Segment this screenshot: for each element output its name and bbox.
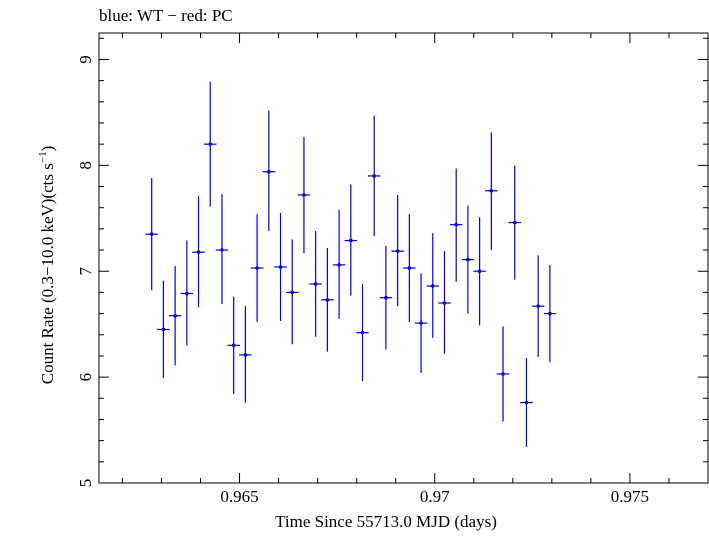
y-tick-label: 6 (76, 373, 95, 382)
x-tick-label: 0.975 (611, 487, 649, 506)
data-point (204, 81, 217, 207)
data-point (485, 132, 498, 251)
point-marker (231, 343, 236, 348)
y-tick-label: 7 (76, 266, 95, 275)
data-point (520, 358, 533, 447)
y-tick-label: 9 (76, 55, 95, 64)
point-marker (267, 169, 271, 174)
data-point (403, 214, 416, 323)
point-marker (325, 298, 330, 302)
data-point (332, 209, 346, 319)
data-point (297, 136, 311, 254)
data-point (344, 184, 358, 296)
data-point (508, 165, 522, 280)
point-marker (149, 232, 154, 236)
point-marker (466, 257, 470, 262)
point-marker (196, 250, 201, 254)
point-marker (185, 291, 189, 296)
data-point (239, 306, 252, 403)
point-marker (290, 290, 295, 295)
data-point (496, 326, 510, 422)
point-marker (161, 327, 166, 332)
point-marker (372, 174, 377, 178)
point-marker (477, 269, 482, 274)
data-point (309, 231, 322, 337)
y-axis: 5 6 7 8 9 (76, 37, 708, 488)
point-marker (313, 282, 318, 286)
point-marker (501, 372, 505, 376)
point-marker (384, 295, 388, 300)
data-point (180, 240, 194, 346)
point-marker (243, 353, 248, 357)
data-point (250, 214, 264, 323)
y-axis-label-close: ) (38, 146, 57, 152)
data-point (285, 239, 299, 345)
data-point (391, 195, 404, 307)
data-point (215, 193, 229, 305)
point-marker (407, 266, 412, 270)
data-point (262, 110, 276, 231)
point-marker (220, 248, 224, 252)
point-marker (208, 142, 213, 146)
series-wt (145, 81, 557, 447)
x-tick-label: 0.97 (420, 487, 450, 506)
point-marker (173, 313, 177, 318)
x-tick-label: 0.965 (220, 487, 258, 506)
point-marker (337, 263, 341, 267)
point-marker (454, 222, 459, 227)
point-marker (512, 220, 517, 225)
point-marker (489, 188, 494, 193)
point-marker (442, 301, 447, 305)
x-axis-label: Time Since 55713.0 MJD (days) (275, 512, 497, 531)
data-point (379, 245, 393, 350)
data-point (438, 251, 451, 354)
data-point (321, 247, 334, 352)
y-tick-label: 5 (76, 479, 95, 488)
data-point (473, 217, 486, 326)
data-point (367, 115, 381, 237)
y-axis-label-main: Count Rate (0.3−10.0 keV)(cts s (38, 163, 57, 384)
point-marker (348, 238, 353, 243)
point-marker (548, 311, 552, 316)
point-marker (278, 265, 283, 269)
point-marker (524, 400, 529, 405)
point-marker (536, 304, 540, 308)
data-point (356, 283, 369, 382)
point-marker (430, 284, 435, 288)
point-marker (302, 193, 306, 197)
y-axis-label-superscript: −1 (37, 151, 49, 163)
plot-frame (98, 32, 709, 484)
data-point (531, 255, 545, 357)
y-tick-label: 8 (76, 161, 95, 170)
data-point (414, 273, 428, 373)
series-layer (145, 81, 557, 447)
point-marker (360, 330, 365, 335)
point-marker (395, 249, 400, 253)
data-point (227, 296, 240, 395)
x-axis: 0.965 0.97 0.975 (121, 33, 709, 506)
data-point (543, 264, 557, 363)
chart-title: blue: WT − red: PC (99, 6, 233, 25)
data-point (145, 178, 158, 291)
point-marker (255, 266, 259, 270)
data-point (168, 265, 182, 366)
data-point (449, 168, 463, 282)
data-point (274, 213, 287, 321)
data-point (157, 280, 170, 379)
data-point (426, 233, 440, 338)
data-point (192, 196, 205, 308)
data-point (461, 205, 475, 314)
y-axis-label: Count Rate (0.3−10.0 keV)(cts s−1) (37, 146, 57, 385)
point-marker (419, 321, 423, 325)
